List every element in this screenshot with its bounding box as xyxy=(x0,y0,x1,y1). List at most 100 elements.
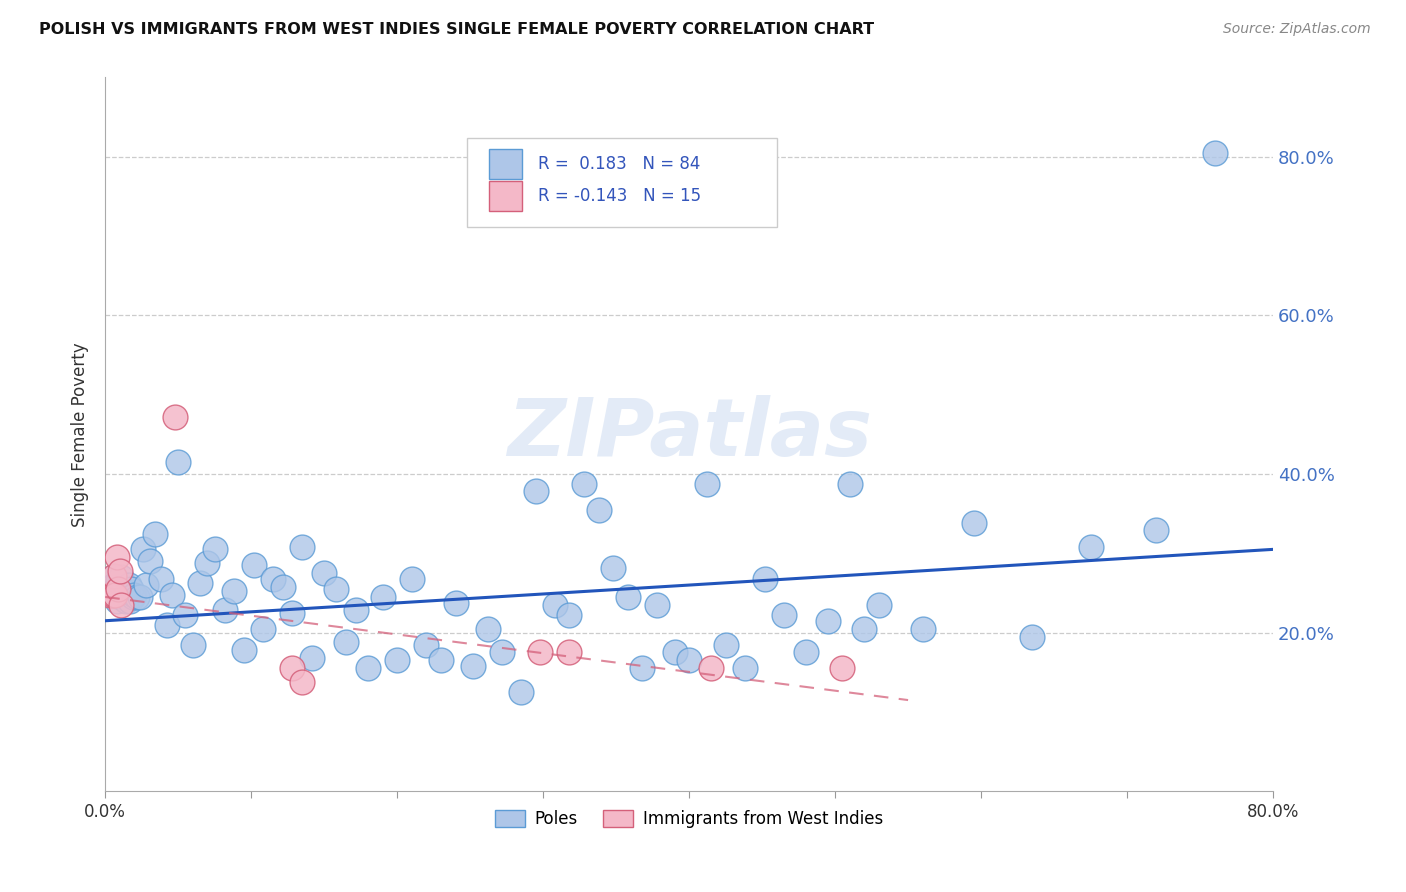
Point xyxy=(371,590,394,604)
Point xyxy=(588,502,610,516)
Point xyxy=(963,516,986,531)
Point xyxy=(754,572,776,586)
Point xyxy=(430,653,453,667)
Point xyxy=(139,554,162,568)
Point xyxy=(645,598,668,612)
Point xyxy=(558,645,581,659)
Point xyxy=(98,588,121,602)
Point xyxy=(105,550,128,565)
Point xyxy=(188,576,211,591)
Point xyxy=(491,645,513,659)
Point xyxy=(335,635,357,649)
Point xyxy=(631,661,654,675)
Point xyxy=(524,484,547,499)
Point xyxy=(838,476,860,491)
Point xyxy=(1144,523,1167,537)
Point xyxy=(794,645,817,659)
Point xyxy=(281,606,304,620)
Point xyxy=(385,653,408,667)
Point xyxy=(558,608,581,623)
Point xyxy=(162,588,184,602)
Point xyxy=(572,476,595,491)
Point xyxy=(129,590,152,604)
Point xyxy=(115,586,138,600)
Point xyxy=(197,556,219,570)
Point xyxy=(243,558,266,573)
Point xyxy=(325,582,347,596)
Point xyxy=(103,568,125,582)
Point xyxy=(103,578,125,592)
Text: R =  0.183   N = 84: R = 0.183 N = 84 xyxy=(538,155,700,173)
Point xyxy=(167,455,190,469)
Point xyxy=(291,674,314,689)
Point xyxy=(510,685,533,699)
Point xyxy=(149,572,172,586)
Point xyxy=(291,540,314,554)
Point xyxy=(281,661,304,675)
Point xyxy=(271,580,294,594)
Point xyxy=(301,651,323,665)
Point xyxy=(357,661,380,675)
Point xyxy=(112,590,135,604)
Point xyxy=(252,622,274,636)
Point xyxy=(124,588,146,602)
Point xyxy=(107,574,129,588)
Point xyxy=(117,578,139,592)
Point xyxy=(911,622,934,636)
Point xyxy=(714,638,737,652)
Point xyxy=(98,582,121,596)
Point xyxy=(101,570,124,584)
Point xyxy=(602,560,624,574)
Point xyxy=(114,594,136,608)
Point xyxy=(868,598,890,612)
Point xyxy=(678,653,700,667)
Point xyxy=(700,661,723,675)
Point xyxy=(696,476,718,491)
Point xyxy=(222,584,245,599)
Point xyxy=(174,608,197,623)
Point xyxy=(617,590,640,604)
Point xyxy=(143,526,166,541)
Point xyxy=(664,645,686,659)
Point xyxy=(104,582,127,596)
Point xyxy=(444,595,467,609)
FancyBboxPatch shape xyxy=(489,149,522,178)
Point xyxy=(461,659,484,673)
Point xyxy=(135,578,157,592)
Text: Source: ZipAtlas.com: Source: ZipAtlas.com xyxy=(1223,22,1371,37)
Point xyxy=(110,598,132,612)
Point xyxy=(101,588,124,602)
Point xyxy=(118,594,141,608)
Text: R = -0.143   N = 15: R = -0.143 N = 15 xyxy=(538,187,702,205)
Point xyxy=(831,661,853,675)
Point xyxy=(477,622,499,636)
Point xyxy=(110,570,132,584)
Point xyxy=(262,572,284,586)
Point xyxy=(1021,630,1043,644)
Point xyxy=(108,564,131,578)
Point xyxy=(773,608,796,623)
Point xyxy=(232,643,254,657)
Point xyxy=(155,617,177,632)
Point xyxy=(314,566,336,581)
Point xyxy=(107,582,129,596)
Point xyxy=(415,638,437,652)
Text: ZIPatlas: ZIPatlas xyxy=(506,395,872,474)
Point xyxy=(181,638,204,652)
Point xyxy=(105,594,128,608)
Point xyxy=(165,409,187,424)
FancyBboxPatch shape xyxy=(489,181,522,211)
Point xyxy=(127,590,149,604)
Point xyxy=(121,582,143,596)
Point xyxy=(1204,145,1226,160)
Point xyxy=(344,603,367,617)
Legend: Poles, Immigrants from West Indies: Poles, Immigrants from West Indies xyxy=(488,803,890,834)
Point xyxy=(529,645,551,659)
Point xyxy=(544,598,567,612)
Point xyxy=(817,614,839,628)
Text: POLISH VS IMMIGRANTS FROM WEST INDIES SINGLE FEMALE POVERTY CORRELATION CHART: POLISH VS IMMIGRANTS FROM WEST INDIES SI… xyxy=(39,22,875,37)
Point xyxy=(122,590,145,604)
Point xyxy=(104,588,127,602)
FancyBboxPatch shape xyxy=(467,138,776,227)
Point xyxy=(108,590,131,604)
